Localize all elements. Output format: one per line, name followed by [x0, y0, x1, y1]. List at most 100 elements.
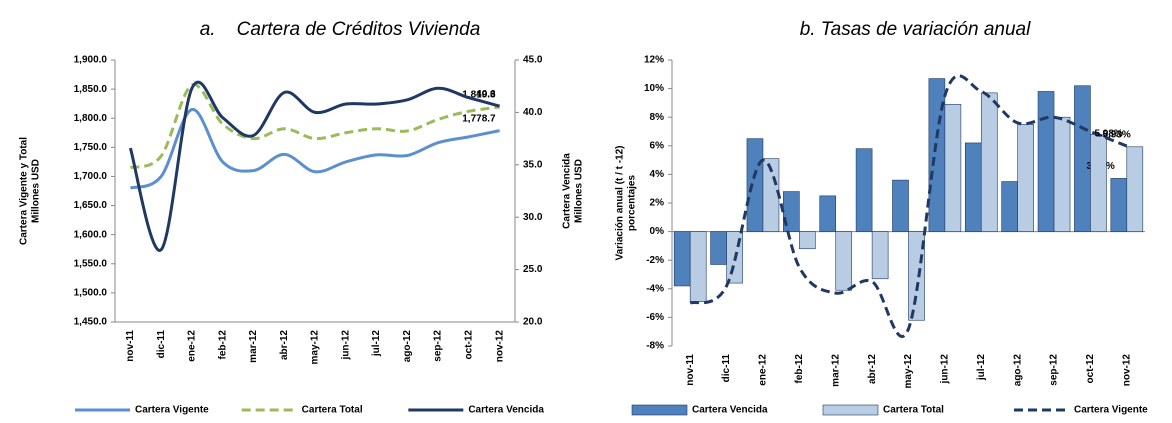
x-tick-label: nov-11 [685, 354, 696, 386]
x-tick-label: abr-12 [867, 354, 878, 384]
y-tick-label: -6% [646, 312, 664, 323]
x-tick-label: jul-12 [976, 354, 987, 382]
y-tick-label: 0% [650, 226, 665, 237]
legend-label: Cartera Total [883, 405, 944, 416]
legend-label: Cartera Vigente [1074, 405, 1148, 416]
x-tick-label: jun-12 [940, 354, 951, 385]
line [128, 80, 501, 252]
x-tick-label: ene-12 [187, 330, 198, 362]
bar [835, 231, 853, 291]
data-label: 40.6 [476, 89, 496, 100]
x-tick-label: nov-12 [494, 330, 505, 363]
y-tick-label: 1,500.0 [74, 288, 108, 299]
bar [819, 195, 837, 232]
x-tick-label: nov-11 [125, 330, 136, 362]
axis-title: Cartera Vigente y Total [19, 137, 30, 245]
x-tick-label: ene-12 [758, 354, 769, 386]
y-tick-label: 10% [644, 83, 664, 94]
y2-tick-label: 20.0 [523, 317, 543, 328]
y-tick-label: 1,550.0 [74, 258, 108, 269]
axis-title: Variación anual (t / t -12) [615, 145, 626, 260]
bar [689, 231, 707, 302]
bar [673, 231, 691, 287]
legend-label: Cartera Vencida [692, 405, 768, 416]
bar [1053, 116, 1071, 232]
x-tick-label: mar-12 [248, 330, 259, 363]
data-label: 1,778.7 [462, 113, 496, 124]
x-tick-label: sep-12 [433, 330, 444, 362]
y-tick-label: 1,600.0 [74, 229, 108, 240]
data-label: 5.98% [1094, 129, 1122, 140]
bar [871, 231, 889, 280]
x-tick-label: may-12 [903, 354, 914, 389]
bar [1090, 134, 1107, 232]
x-tick-label: mar-12 [830, 354, 841, 387]
y-tick-label: 1,700.0 [74, 171, 108, 182]
legend-label: Cartera Total [302, 405, 363, 416]
y-tick-label: -2% [646, 255, 664, 266]
y-tick-label: 1,850.0 [74, 84, 108, 95]
x-tick-label: nov-12 [1121, 354, 1132, 387]
x-tick-label: dic-11 [156, 330, 167, 359]
y-tick-label: 4% [650, 169, 665, 180]
y-tick-label: -8% [646, 341, 664, 352]
bar [1110, 178, 1128, 232]
line [129, 108, 500, 190]
x-tick-label: abr-12 [279, 330, 290, 360]
bar [980, 92, 998, 232]
x-tick-label: ago-12 [402, 330, 413, 363]
bar [1001, 181, 1018, 232]
line [689, 74, 1128, 339]
axis-title: Millones USD [574, 159, 585, 223]
y2-tick-label: 30.0 [523, 212, 543, 223]
data-label: 1,819.3 [462, 90, 496, 101]
y2-tick-label: 45.0 [523, 55, 543, 66]
chart-title: b. Tasas de variación anual [800, 19, 1031, 40]
y-tick-label: 1,800.0 [74, 113, 108, 124]
y-tick-label: 1,450.0 [74, 317, 108, 328]
bar [1017, 124, 1034, 232]
y-tick-label: 1,650.0 [74, 200, 108, 211]
x-tick-label: feb-12 [217, 330, 228, 360]
x-tick-label: may-12 [310, 330, 321, 365]
legend-swatch [822, 404, 879, 416]
axis-title: Millones USD [31, 159, 42, 223]
y-tick-label: 8% [650, 112, 665, 123]
axis-title: porcentajes [627, 174, 638, 231]
legend-label: Cartera Vencida [468, 405, 544, 416]
y-tick-label: 12% [644, 55, 664, 66]
x-tick-label: dic-11 [721, 354, 732, 383]
bar [1126, 146, 1144, 232]
y2-tick-label: 35.0 [523, 159, 543, 170]
chart-title: a. Cartera de Créditos Vivienda [200, 19, 481, 40]
legend-label: Cartera Vigente [135, 405, 209, 416]
y-tick-label: 1,750.0 [74, 142, 108, 153]
legend-swatch [631, 404, 688, 416]
bar [964, 142, 982, 232]
bar [908, 231, 925, 321]
axis-title: Cartera Vencida [562, 153, 573, 229]
data-label: 5.93% [1102, 129, 1130, 140]
y2-tick-label: 25.0 [523, 264, 543, 275]
y2-tick-label: 40.0 [523, 107, 543, 118]
y-tick-label: 1,900.0 [74, 55, 108, 66]
bar [1074, 85, 1091, 232]
bar [746, 138, 764, 232]
x-tick-label: feb-12 [794, 354, 805, 384]
y-tick-label: 6% [650, 140, 665, 151]
x-tick-label: oct-12 [463, 330, 474, 360]
bar [892, 179, 909, 232]
bar [855, 148, 873, 232]
bar [944, 104, 962, 232]
x-tick-label: oct-12 [1085, 354, 1096, 384]
bar [1037, 91, 1055, 232]
x-tick-label: sep-12 [1049, 354, 1060, 386]
x-tick-label: jul-12 [371, 330, 382, 358]
bar [710, 231, 727, 265]
y-tick-label: -4% [646, 283, 664, 294]
x-tick-label: jun-12 [340, 330, 351, 361]
line [129, 83, 500, 170]
y-tick-label: 2% [650, 198, 665, 209]
x-tick-label: ago-12 [1012, 354, 1023, 387]
